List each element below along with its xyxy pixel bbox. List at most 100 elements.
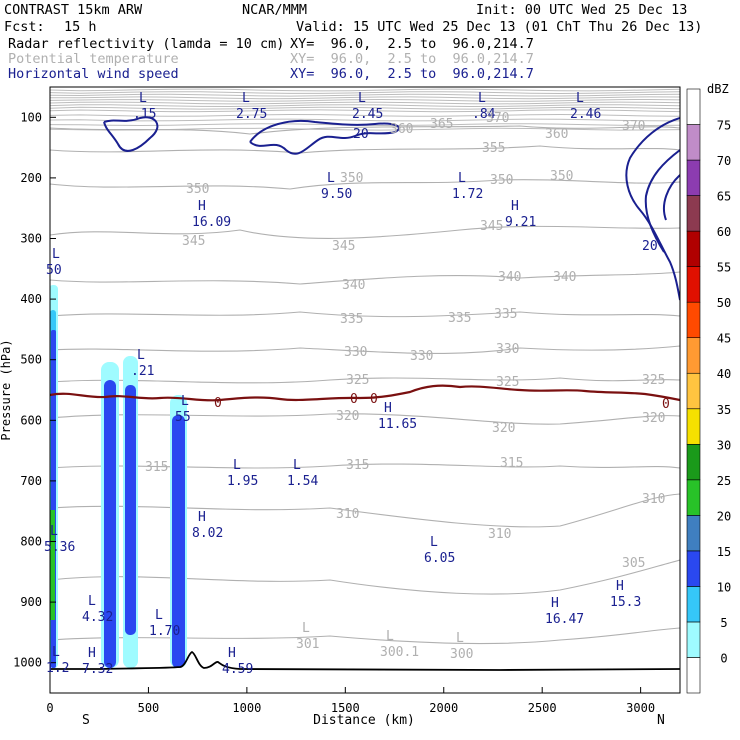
theta-contour-345 [50,225,680,239]
contour-label-22: 325 [346,373,369,388]
contour-label-10: 345 [182,234,205,249]
plot-frame [49,86,681,694]
colorbar-swatch-11 [686,266,701,303]
extremum-14-kind: L [293,458,301,473]
strat-isentrope-2 [50,93,680,97]
extremum-12-value: 11.65 [378,417,417,432]
extremum-0-value: .15 [133,107,156,122]
extremum-3-value: .84 [472,107,496,122]
echo-column-3-core [125,385,136,635]
contour-label-28: 315 [145,460,168,475]
theta-contour-360 [50,125,680,135]
contour-label-24: 325 [642,373,665,388]
contour-label-38: 0 [350,392,358,407]
theta-contours [50,125,680,645]
x-tick-label-4: 2000 [429,701,458,715]
colorbar-unit: dBZ [707,82,729,96]
contour-label-26: 320 [492,421,515,436]
contour-label-17: 335 [448,311,471,326]
colorbar-swatch-7 [686,408,701,445]
extremum-1-value: 2.75 [236,107,267,122]
colorbar-swatch-5 [686,479,701,516]
contour-label-4: 370 [622,119,645,134]
colorbar-level-8: 40 [717,367,731,381]
y-tick-label-7: 800 [20,535,42,549]
forecast-label: Fcst: [4,19,45,35]
colorbar-level-14: 70 [717,154,731,168]
y-tick-label-0: 100 [20,110,42,124]
extremum-19-value: 16.47 [545,612,584,627]
jet-contour-east-1 [625,117,680,301]
field-name-reflectivity: Radar reflectivity (lamda = 10 cm) [8,36,285,52]
extremum-2-kind: L [358,91,366,106]
colorbar-swatch-1 [686,621,701,658]
contour-label-18: 335 [494,307,517,322]
model-name: CONTRAST 15km ARW [4,2,143,18]
contour-label-25: 320 [336,409,359,424]
colorbar-swatch-6 [686,443,701,481]
echo-column-1-green [50,510,55,620]
freezing-level-contour [50,384,680,402]
colorbar-swatch-2 [686,586,701,623]
contour-label-6: 350 [186,182,209,197]
colorbar-level-7: 35 [717,403,731,417]
extremum-16-value: 6.05 [424,551,455,566]
y-tick-label-4: 500 [20,353,42,367]
y-axis: 100 200 300 400 500 600 700 800 900 1000 [13,110,56,670]
theta-contour-355 [50,145,680,154]
colorbar-swatch-16 [686,88,701,125]
contour-label-1: 365 [430,117,453,132]
strat-isentrope-0 [50,88,680,92]
extremum-19-kind: H [551,596,559,611]
theta-contour-301 [50,627,680,645]
extremum-13-value: 1.95 [227,474,258,489]
colorbar-level-12: 60 [717,225,731,239]
extremum-20-kind: H [616,579,624,594]
north-end-label: N [657,713,665,728]
extremum-4-kind: L [576,91,584,106]
contour-label-20: 330 [410,349,433,364]
extremum-24-value: 300.1 [380,645,419,660]
colorbar-level-3: 15 [717,545,731,559]
colorbar-swatch-14 [686,159,701,196]
colorbar-level-15: 75 [717,119,731,133]
jet-contour-center [249,119,400,155]
extremum-18-value: 1.70 [149,624,180,639]
extremum-9-value: 50 [46,263,62,278]
contour-label-39: 0 [370,392,378,407]
extremum-8-kind: H [511,199,519,214]
colorbar-level-9: 45 [717,332,731,346]
south-end-label: S [82,713,90,728]
stratosphere-isentropes [50,88,680,131]
colorbar-level-0: 0 [720,651,727,665]
extrema-labels: L.15L2.75L2.45L.84L2.46L9.50L1.72H16.09H… [44,91,641,677]
contour-label-33: 310 [642,492,665,507]
terrain-surface [50,650,680,671]
colorbar-swatch-0 [686,657,701,694]
contour-label-27: 320 [642,411,665,426]
strat-isentrope-7 [50,106,680,110]
contour-label-11: 345 [332,239,355,254]
x-tick-label-2: 1000 [232,701,261,715]
extremum-23-kind: L [302,621,310,636]
extremum-22-kind: H [228,646,236,661]
theta-contour-340 [50,271,680,285]
extremum-8-value: 9.21 [505,215,536,230]
colorbar-swatch-10 [686,301,701,339]
strat-isentrope-9 [50,113,680,117]
contour-label-37: 0 [214,396,222,411]
theta-contour-310 [50,493,680,528]
colorbar-level-2: 10 [717,580,731,594]
contour-label-29: 315 [346,458,369,473]
jet-contour-east-3 [662,174,680,221]
extremum-14-value: 1.54 [287,474,318,489]
init-time: Init: 00 UTC Wed 25 Dec 13 [476,2,688,18]
extremum-24-kind: L [386,629,394,644]
y-axis-title: Pressure (hPa) [0,339,13,440]
contour-label-21: 330 [496,342,519,357]
extremum-3-kind: L [478,91,486,106]
reflectivity-columns [50,285,187,668]
theta-contour-325 [50,377,680,384]
colorbar-swatch-15 [686,124,701,161]
